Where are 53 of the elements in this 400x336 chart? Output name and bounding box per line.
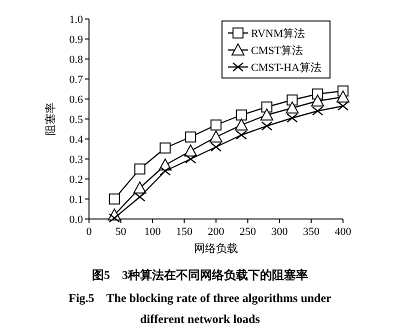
x-tick-label: 350 bbox=[303, 226, 320, 238]
y-tick-label: 0.9 bbox=[69, 34, 84, 46]
y-tick-label: 0.5 bbox=[69, 114, 84, 126]
point bbox=[134, 164, 146, 174]
x-tick-label: 200 bbox=[208, 226, 225, 238]
point bbox=[184, 144, 198, 156]
y-tick-label: 0.8 bbox=[69, 54, 84, 66]
point bbox=[286, 113, 298, 123]
x-axis-title: 网络负载 bbox=[194, 242, 238, 255]
legend-label: CMST算法 bbox=[251, 44, 303, 57]
point bbox=[210, 130, 222, 142]
y-tick-label: 0.2 bbox=[69, 174, 83, 186]
point bbox=[185, 132, 196, 142]
x-tick-label: 300 bbox=[271, 226, 288, 238]
point bbox=[210, 120, 222, 130]
point bbox=[236, 110, 247, 120]
y-tick-label: 0.7 bbox=[69, 74, 84, 86]
point bbox=[108, 194, 120, 204]
y-tick-label: 0.0 bbox=[69, 214, 84, 226]
point bbox=[336, 90, 350, 102]
text: 图5 3种算法在不同网络负载下的阻塞率 bbox=[92, 268, 308, 282]
x-tick-label: 150 bbox=[176, 226, 193, 238]
point bbox=[236, 130, 247, 140]
y-tick-label: 0.4 bbox=[69, 134, 84, 146]
x-tick-label: 100 bbox=[144, 226, 162, 238]
point bbox=[311, 94, 324, 106]
y-axis-title: 阻塞率 bbox=[44, 102, 57, 136]
x-tick-label: 400 bbox=[334, 226, 352, 238]
point bbox=[210, 142, 222, 152]
point bbox=[286, 94, 298, 106]
legend-label: RVNM算法 bbox=[251, 27, 306, 40]
point bbox=[234, 118, 248, 130]
x-tick-label: 0 bbox=[86, 226, 92, 238]
point bbox=[134, 192, 146, 202]
y-tick-label: 1.0 bbox=[69, 14, 84, 26]
legend-label: CMST-HA算法 bbox=[251, 61, 322, 74]
point bbox=[160, 166, 171, 176]
point bbox=[261, 121, 272, 131]
y-tick-label: 0.1 bbox=[69, 194, 83, 206]
point bbox=[133, 182, 146, 194]
x-tick-label: 250 bbox=[240, 226, 256, 238]
point bbox=[337, 101, 349, 111]
y-tick-label: 0.3 bbox=[69, 154, 84, 166]
text: Fig.5 The blocking rate of three algorithms under different network loads bbox=[68, 291, 332, 326]
x-tick-label: 50 bbox=[115, 226, 127, 238]
point bbox=[261, 102, 272, 112]
point bbox=[108, 213, 120, 223]
y-tick-label: 0.6 bbox=[69, 94, 84, 106]
point bbox=[185, 154, 196, 164]
point bbox=[160, 142, 171, 154]
point bbox=[260, 108, 274, 120]
point bbox=[286, 102, 299, 114]
point bbox=[312, 106, 324, 116]
